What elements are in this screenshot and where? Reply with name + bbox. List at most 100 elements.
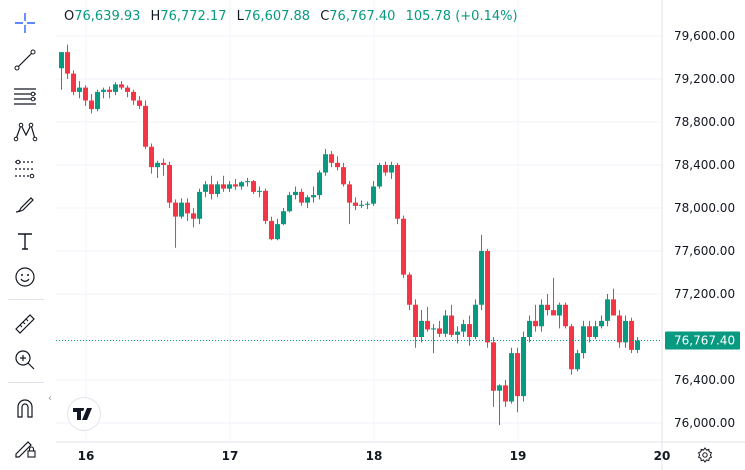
candle-body [155,162,161,168]
price-tick-label: 79,200.00 [674,72,735,86]
candle-body [377,165,383,187]
candle-body [173,202,179,217]
text-tool-button[interactable] [10,226,40,256]
tradingview-logo[interactable] [68,398,100,430]
high-value: 76,772.17 [160,9,227,24]
candle-body [191,213,197,219]
horizontal-lines-tool-button[interactable] [10,81,40,111]
candle-body [239,182,245,187]
trend-line-icon [14,49,36,71]
time-axis[interactable]: 16 17 18 19 20 [78,449,671,463]
pattern-tool-button[interactable] [10,117,40,147]
candle-body [467,324,473,337]
trend-line-tool-button[interactable] [10,45,40,75]
candle-body [221,184,227,189]
candle-body [509,353,515,402]
brush-tool-button[interactable] [10,190,40,220]
candle-body [161,162,167,165]
candle-body [227,184,233,189]
candle-body [299,191,305,203]
candle-body [491,342,497,391]
candle-body [545,304,551,311]
candle-body [197,191,203,219]
candle-body [437,328,443,334]
candle-body [551,310,557,316]
candle-body [311,195,317,198]
current-price-badge [665,331,740,350]
candle-body [89,100,95,110]
candle-body [143,105,149,147]
chart-settings-button[interactable] [697,447,713,463]
candle-body [413,304,419,337]
gear-icon [697,447,713,463]
candle-body [635,340,641,350]
price-tick-label: 78,000.00 [674,201,735,215]
candle-body [359,204,365,206]
candle-body [623,320,629,343]
crosshair-tool-button[interactable] [10,8,40,38]
zoom-in-tool-button[interactable] [10,345,40,375]
candle-body [629,320,635,350]
price-axis[interactable]: 76,000.00 76,400.00 77,200.00 77,600.00 78,0… [665,29,740,430]
candle-body [407,274,413,305]
candle-body [515,353,521,397]
candle-body [329,154,335,163]
candle-body [563,304,569,327]
candle-body [281,211,287,225]
toolbar-separator [8,382,44,383]
candle-body [347,184,353,203]
candle-body [365,203,371,205]
time-tick-label: 18 [366,449,383,463]
candle-body [371,186,377,204]
candle-body [497,385,503,391]
candle-body [557,304,563,316]
emoji-tool-button[interactable] [10,262,40,292]
candle-body [443,315,449,334]
ruler-tool-button[interactable] [10,309,40,339]
low-label: L [236,9,244,24]
candle-body [125,87,131,92]
candle-body [65,52,71,74]
candle-body [215,184,221,195]
candle-body [77,87,83,92]
candle-body [539,304,545,327]
candle-body [521,337,527,397]
price-tick-label: 76,400.00 [674,373,735,387]
chart-grid [56,0,745,470]
candle-body [581,326,587,354]
candle-body [59,52,65,69]
brush-icon [15,197,34,213]
close-value: 76,767.40 [329,9,396,24]
text-icon [18,233,32,250]
lock-draw-tool-button[interactable] [10,432,40,462]
fib-tool-button[interactable] [10,154,40,184]
candle-body [587,326,593,337]
time-tick-label: 19 [510,449,527,463]
horizontal-lines-icon [14,88,36,105]
candle-body [341,167,347,185]
candle-body [353,202,359,206]
candle-body [593,326,599,337]
candle-body [137,100,143,106]
candle-body [269,220,275,240]
candle-body [503,385,509,402]
candle-body [389,165,395,173]
change-value: 105.78 (+0.14%) [405,9,518,24]
drawing-toolbar [0,0,50,470]
time-tick-label: 20 [654,449,671,463]
magnet-tool-button[interactable] [10,394,40,424]
crosshair-icon [15,13,35,33]
price-tick-label: 76,000.00 [674,416,735,430]
emoji-icon [15,267,35,287]
lock-draw-icon [15,441,36,458]
candle-body [203,184,209,192]
candle-body [167,165,173,203]
candle-body [599,320,605,327]
candlestick-series [59,44,641,426]
toolbar-separator [8,299,44,300]
collapse-toolbar-button[interactable]: ‹ [46,387,54,411]
candle-body [617,315,623,343]
zoom-in-icon [15,350,35,370]
candle-body [533,320,539,327]
